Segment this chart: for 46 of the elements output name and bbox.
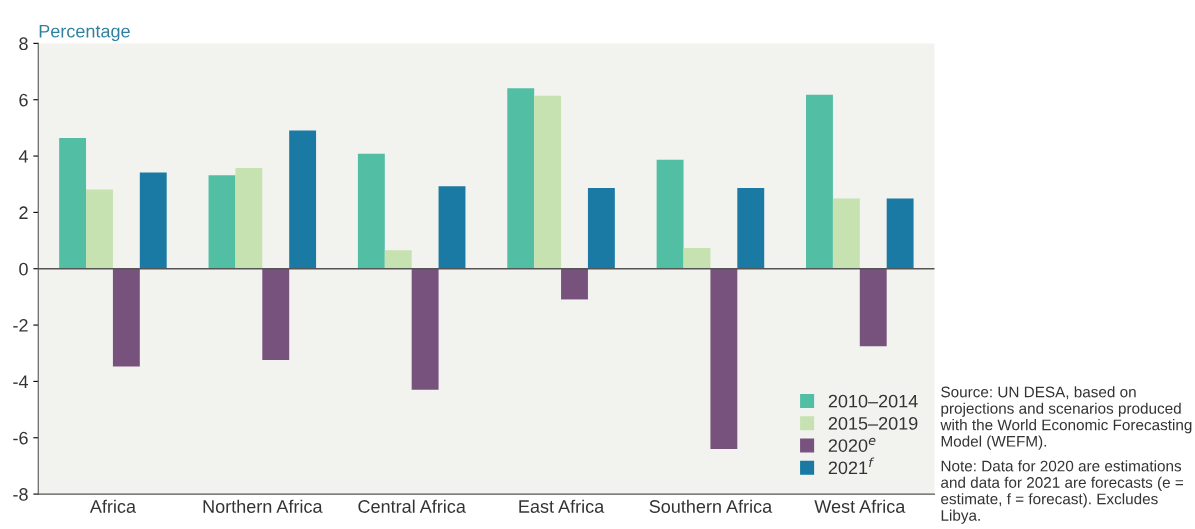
x-tick-label: West Africa: [814, 499, 906, 513]
bar: [262, 268, 290, 360]
x-tick-label: Africa: [89, 499, 136, 513]
x-tick-label: Southern Africa: [649, 499, 773, 513]
bar: [656, 159, 684, 269]
bar: [806, 94, 833, 269]
bar: [59, 138, 87, 269]
x-tick-label: East Africa: [519, 499, 605, 513]
legend-label: 2010–2014: [828, 394, 918, 408]
bar: [235, 167, 263, 269]
x-tick-label: Northern Africa: [203, 499, 323, 513]
y-tick-label: 4: [18, 150, 28, 163]
bar: [289, 130, 317, 269]
bar: [384, 250, 412, 269]
bar: [832, 198, 860, 269]
text: Note: Data for 2020 are estimations and data for 2021 are forecasts (e = estimate, f = forecast). Excludes Libya.: [941, 460, 1184, 524]
legend-label: 2021$^{f}$: [828, 457, 875, 475]
bar: [710, 268, 738, 450]
legend-label: 2015–2019: [828, 416, 918, 430]
y-tick-label: 0: [19, 262, 28, 276]
bar: [507, 88, 535, 269]
y-tick-label: 8: [19, 37, 28, 51]
bar: [886, 198, 914, 269]
y-tick-label: -4: [13, 375, 28, 388]
bar: [411, 268, 439, 390]
y-tick-label: 2: [19, 206, 28, 219]
bar: [561, 268, 588, 300]
bar: [86, 189, 113, 269]
bar: [208, 175, 236, 269]
bar: [112, 268, 140, 367]
source-note: Source: UN DESA, based on projections and scenarios produced with the World Economic Forecasting Model (WEFM).: [940, 386, 1192, 450]
bar: [357, 153, 385, 269]
y-tick-label: 6: [19, 93, 28, 107]
y-tick-label: -2: [13, 319, 28, 332]
legend-label: 2020$^{e}$: [828, 437, 876, 452]
y-axis-title: Percentage: [39, 24, 130, 42]
bar: [683, 247, 711, 269]
y-tick-label: -8: [13, 488, 28, 501]
bar: [587, 187, 615, 269]
bar: [438, 186, 466, 269]
x-tick-label: Central Africa: [358, 499, 466, 513]
y-tick-label: -6: [13, 431, 28, 445]
bar: [737, 187, 765, 269]
bar: [859, 268, 887, 347]
bar: [534, 95, 562, 269]
bar: [139, 172, 167, 269]
